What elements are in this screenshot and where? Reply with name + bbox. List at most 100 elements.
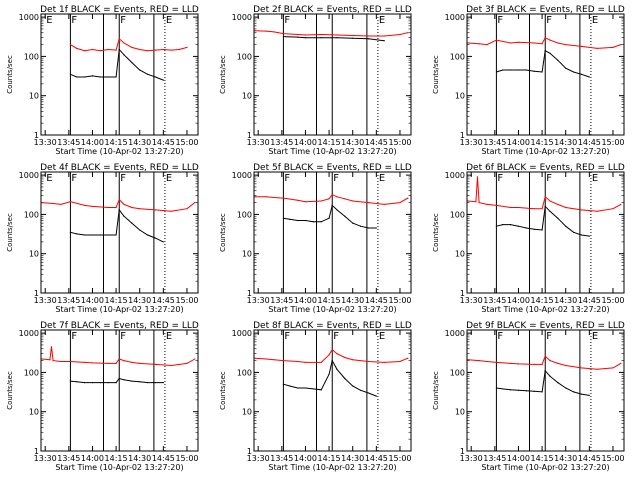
x-tick-label: 13:30 [247, 138, 270, 147]
x-tick-label: 15:00 [175, 296, 198, 305]
series-events-line [496, 369, 590, 396]
series-lld-point [478, 43, 480, 45]
series-events-point [91, 75, 94, 77]
series-lld-point [336, 34, 338, 36]
series-lld-point [69, 43, 72, 46]
series-lld-point [83, 50, 86, 52]
marker-letter: E [46, 173, 52, 184]
x-tick-label: 13:30 [247, 454, 270, 463]
x-tick-label: 13:45 [483, 454, 506, 463]
panel-4: Det 4f BLACK = Events, RED = LLD 1 10 100 10… [6, 163, 199, 314]
series-lld-point [612, 208, 614, 210]
series-lld-point [265, 30, 267, 32]
series-events-point [502, 388, 504, 390]
x-tick-label: 14:30 [341, 138, 364, 147]
series-events-point [533, 228, 535, 230]
marker-letter: E [46, 15, 52, 26]
series-lld-point [60, 360, 62, 363]
x-tick-label: 14:30 [341, 296, 364, 305]
series-events-point [320, 389, 322, 391]
series-lld-point [254, 357, 256, 359]
x-tick-label: 13:45 [57, 138, 80, 147]
series-events-point [115, 234, 117, 236]
series-lld-point [83, 361, 86, 363]
series-events-point [131, 61, 133, 64]
x-tick-label: 14:00 [294, 138, 317, 147]
series-lld-point [533, 363, 535, 365]
series-events-point [517, 389, 520, 391]
y-tick-label: 1000 [19, 13, 39, 22]
x-tick-label: 13:30 [460, 296, 483, 305]
y-tick-label: 10 [455, 408, 465, 417]
series-events-point [99, 382, 101, 384]
series-events-point [544, 50, 546, 52]
series-lld-point [296, 360, 299, 363]
series-events-point [282, 35, 285, 38]
series-events-point [495, 225, 498, 227]
series-lld-point [170, 364, 172, 367]
y-axis-label: Counts/sec [432, 55, 440, 94]
series-lld-point [596, 368, 598, 370]
series-events-line [283, 36, 385, 42]
series-events-point [296, 36, 299, 38]
series-events-point [162, 241, 164, 243]
series-events-point [525, 390, 527, 392]
series-lld-point [254, 196, 256, 198]
marker-letter: F [120, 173, 126, 184]
marker-letter: F [497, 331, 503, 342]
series-lld-point [154, 363, 157, 365]
series-lld-point [399, 201, 401, 204]
series-events-point [289, 385, 291, 387]
x-tick-label: 14:15 [531, 454, 554, 463]
series-lld-point [557, 203, 559, 205]
series-lld-point [99, 50, 101, 52]
x-tick-label: 15:00 [175, 454, 198, 463]
series-lld-point [475, 201, 477, 203]
series-lld-point [91, 48, 94, 51]
series-events-point [83, 234, 86, 236]
panel-title: Det 8f BLACK = Events, RED = LLD [253, 321, 412, 331]
series-lld-point [467, 359, 469, 361]
series-events-point [99, 234, 101, 236]
y-axis-label: Counts/sec [432, 371, 440, 410]
y-tick-label: 1000 [19, 171, 39, 180]
series-events-point [331, 204, 333, 206]
series-lld-point [620, 43, 622, 46]
y-axis-label: Counts/sec [6, 55, 14, 94]
series-lld-point [486, 360, 488, 363]
series-lld-point [52, 359, 54, 362]
series-lld-point [509, 362, 512, 364]
x-axis-label: Start Time (10-Apr-02 13:27:20) [268, 463, 396, 472]
series-lld-point [541, 43, 543, 45]
panel-title: Det 7f BLACK = Events, RED = LLD [40, 321, 199, 331]
x-tick-label: 14:30 [128, 138, 151, 147]
series-lld-point [186, 46, 188, 48]
series-lld-point [620, 203, 622, 205]
panel-title: Det 2f BLACK = Events, RED = LLD [253, 5, 412, 15]
series-events-point [557, 382, 559, 384]
series-lld-point [565, 206, 567, 209]
series-lld-point [541, 208, 543, 210]
panel-8: Det 8f BLACK = Events, RED = LLD 1 10 100 10… [219, 321, 412, 472]
series-events-point [83, 76, 86, 78]
marker-letter: F [497, 15, 503, 26]
series-events-point [76, 233, 78, 235]
x-tick-label: 13:30 [460, 138, 483, 147]
series-events-point [162, 382, 164, 384]
y-tick-label: 1 [34, 289, 39, 298]
series-lld-point [336, 196, 338, 198]
series-lld-point [328, 198, 330, 200]
series-lld-line [70, 37, 188, 52]
series-lld-line [468, 355, 622, 370]
series-lld-point [367, 201, 370, 204]
series-lld-point [495, 39, 498, 41]
series-events-point [107, 76, 109, 78]
x-tick-label: 14:15 [318, 454, 341, 463]
series-events-point [533, 390, 535, 392]
series-events-point [495, 387, 498, 389]
marker-letter: F [333, 173, 339, 184]
series-lld-point [399, 33, 401, 36]
series-events-point [383, 40, 385, 42]
series-events-point [289, 218, 291, 220]
x-axis-label: Start Time (10-Apr-02 13:27:20) [481, 147, 609, 156]
